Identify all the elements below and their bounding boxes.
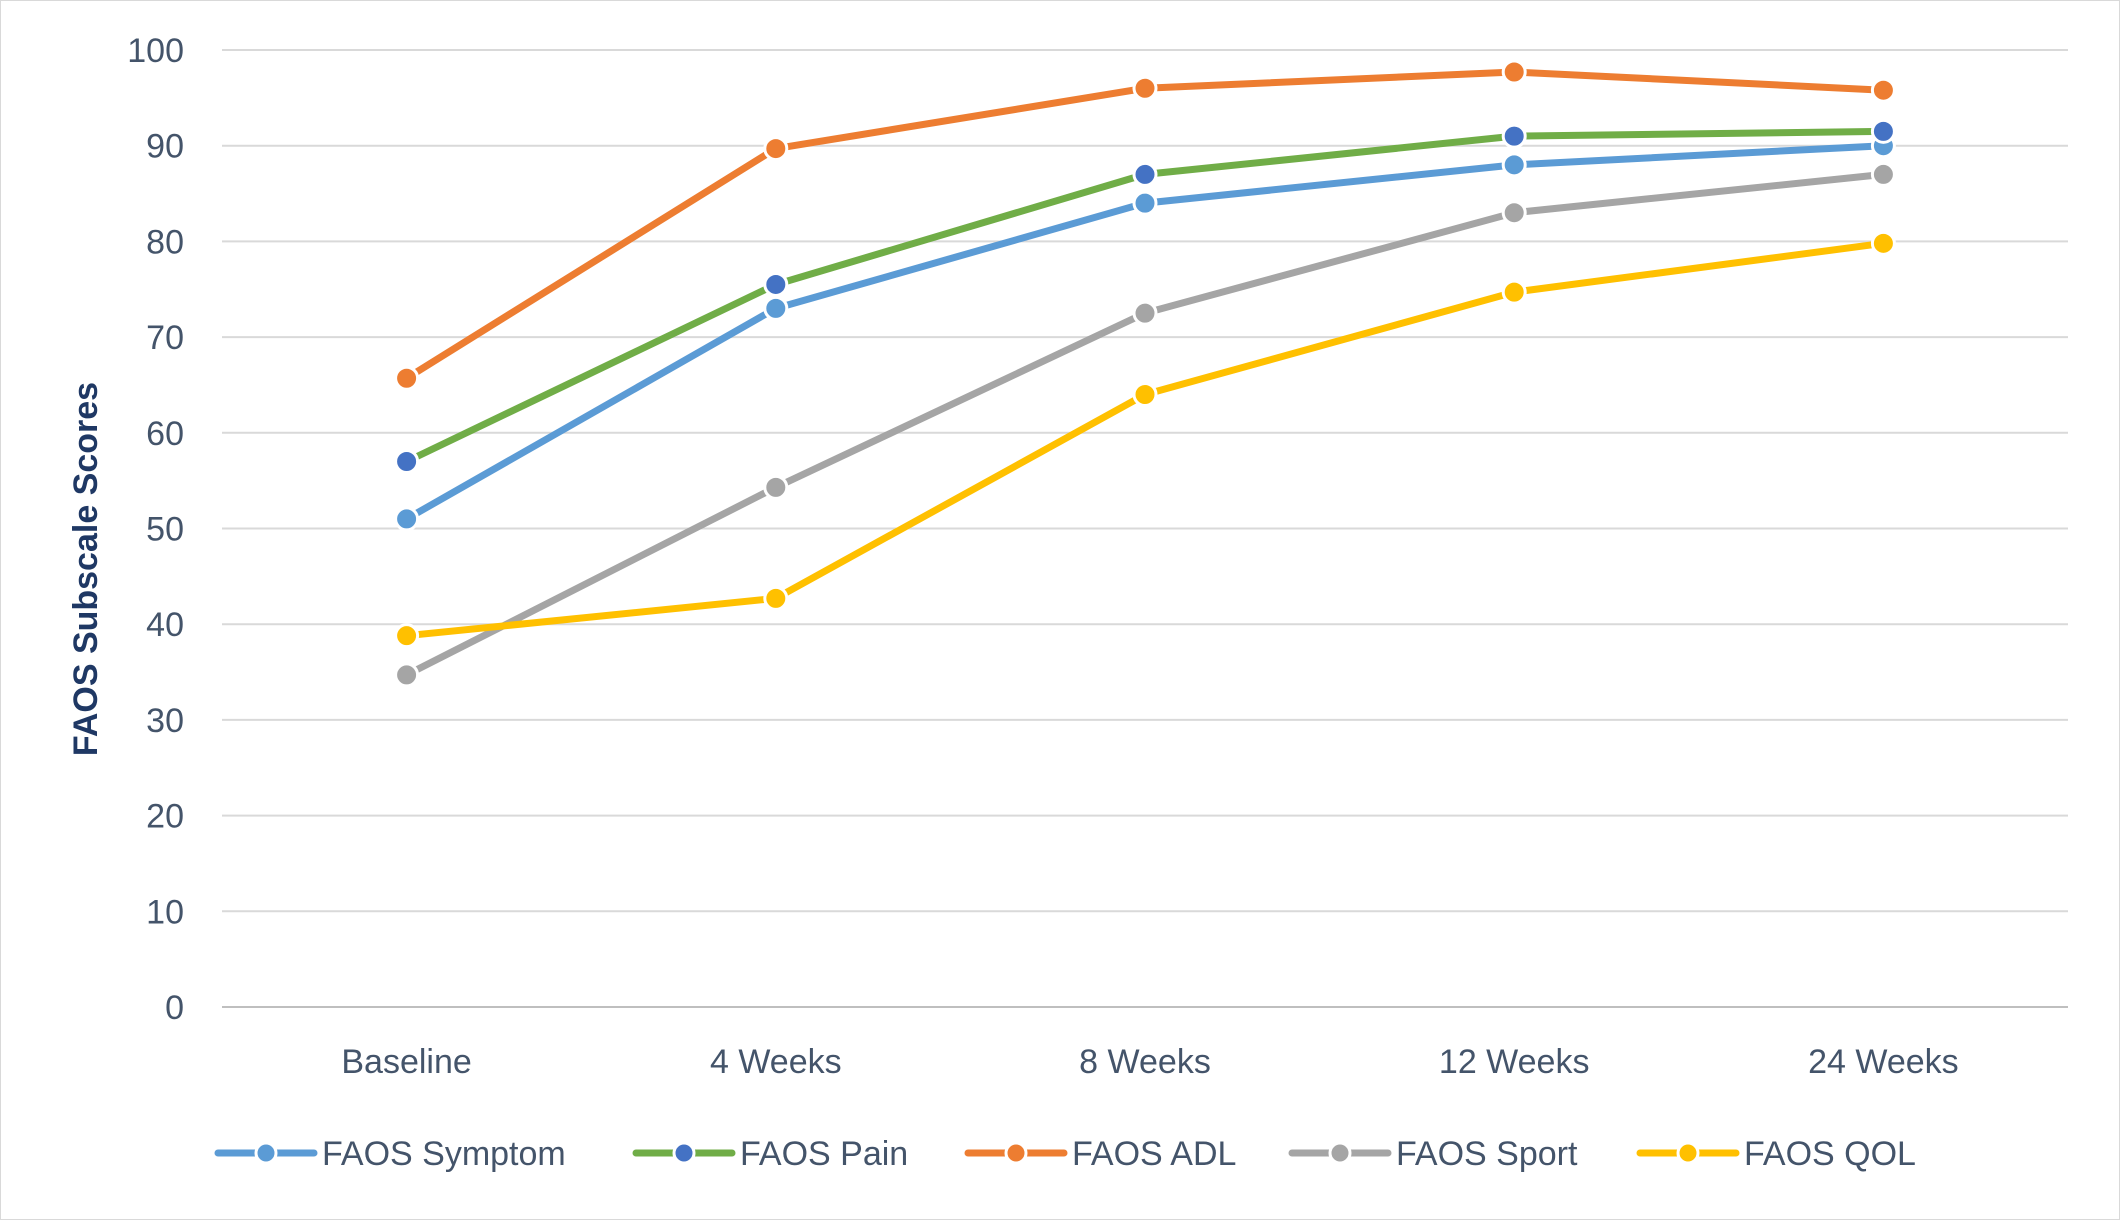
legend-label: FAOS QOL: [1744, 1135, 1916, 1173]
data-point: [394, 662, 420, 688]
data-point: [1501, 200, 1527, 226]
data-point: [1870, 77, 1896, 103]
y-tick-label: 90: [146, 128, 184, 166]
y-tick-label: 20: [146, 798, 184, 836]
y-tick-label: 0: [165, 989, 184, 1027]
data-point: [1132, 382, 1158, 408]
y-axis-ticks: 0 10 20 30 40 50 60 70 80 90 100: [127, 32, 184, 1027]
series-lines: [394, 59, 1896, 688]
legend-swatch-marker: [672, 1141, 696, 1165]
gridlines: [222, 49, 2068, 1008]
y-tick-label: 80: [146, 223, 184, 261]
legend-swatch-marker: [1004, 1141, 1028, 1165]
y-axis-title: FAOS Subscale Scores: [67, 382, 105, 756]
y-tick-label: 30: [146, 702, 184, 740]
x-axis-ticks: Baseline 4 Weeks 8 Weeks 12 Weeks 24 Weeks: [341, 1043, 1958, 1081]
data-point: [1132, 190, 1158, 216]
y-tick-label: 50: [146, 511, 184, 549]
data-point: [394, 449, 420, 475]
y-tick-label: 70: [146, 319, 184, 357]
series-line: [403, 68, 1887, 382]
x-tick-label: 12 Weeks: [1439, 1043, 1590, 1081]
data-point: [763, 585, 789, 611]
data-point: [1870, 230, 1896, 256]
data-point: [394, 506, 420, 532]
data-point: [1132, 75, 1158, 101]
data-point: [1501, 59, 1527, 85]
data-point: [394, 623, 420, 649]
x-tick-label: Baseline: [341, 1043, 471, 1081]
data-point: [1132, 161, 1158, 187]
legend-label: FAOS ADL: [1072, 1135, 1236, 1173]
y-tick-label: 100: [127, 32, 184, 70]
data-point: [1132, 300, 1158, 326]
y-tick-label: 10: [146, 893, 184, 931]
legend-label: FAOS Symptom: [322, 1135, 566, 1173]
y-tick-label: 60: [146, 415, 184, 453]
legend-label: FAOS Sport: [1396, 1135, 1578, 1173]
x-tick-label: 8 Weeks: [1079, 1043, 1211, 1081]
x-tick-label: 4 Weeks: [710, 1043, 842, 1081]
x-tick-label: 24 Weeks: [1808, 1043, 1959, 1081]
legend-swatch-marker: [1676, 1141, 1700, 1165]
data-point: [1501, 279, 1527, 305]
legend-label: FAOS Pain: [740, 1135, 908, 1173]
data-point: [763, 136, 789, 162]
data-point: [1870, 118, 1896, 144]
data-point: [763, 295, 789, 321]
series-line: [403, 170, 1887, 679]
y-tick-label: 40: [146, 606, 184, 644]
legend: FAOS Symptom FAOS Pain FAOS ADL FAOS Sport F…: [214, 1135, 1916, 1173]
data-point: [1501, 123, 1527, 149]
data-point: [1501, 152, 1527, 178]
data-point: [1870, 161, 1896, 187]
data-point: [763, 474, 789, 500]
data-point: [394, 365, 420, 391]
legend-swatch-marker: [1328, 1141, 1352, 1165]
legend-swatch-marker: [254, 1141, 278, 1165]
data-point: [763, 271, 789, 297]
